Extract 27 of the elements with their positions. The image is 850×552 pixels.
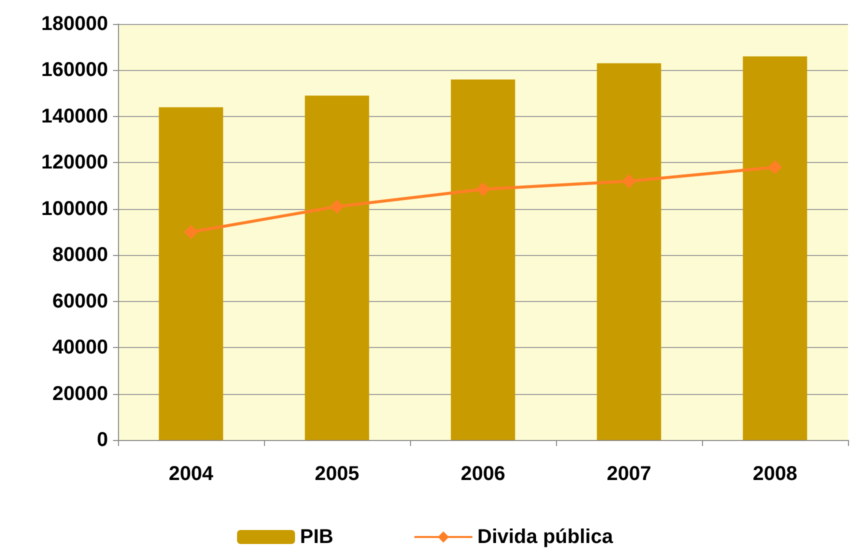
y-tick-label: 40000: [52, 336, 108, 359]
y-tick-label: 140000: [41, 105, 108, 128]
y-tick-label: 80000: [52, 244, 108, 266]
bar: [450, 79, 516, 440]
point: [184, 225, 198, 239]
y-tick-label: 100000: [41, 198, 108, 220]
y-tick-label: 0: [96, 429, 108, 451]
point: [476, 182, 490, 196]
x-tick-label: 2007: [606, 463, 652, 485]
bar: [304, 96, 370, 440]
x-tick-label: 2005: [314, 463, 360, 485]
y-tick-label: 60000: [52, 290, 108, 312]
point: [622, 174, 636, 188]
legend-label: PIB: [300, 526, 334, 548]
point: [768, 160, 782, 174]
bar: [158, 107, 224, 440]
y-tick-label: 160000: [41, 59, 108, 82]
y-tick-label: 120000: [41, 152, 108, 174]
x-tick-label: 2006: [460, 463, 506, 485]
bar: [596, 63, 662, 440]
bar: [742, 56, 808, 440]
y-tick-label: 20000: [52, 382, 108, 405]
point: [330, 200, 344, 214]
y-tick-label: 180000: [41, 13, 108, 35]
legend-label: Divida pública: [477, 526, 614, 548]
x-tick-label: 2008: [752, 463, 798, 485]
x-tick-label: 2004: [168, 463, 214, 485]
